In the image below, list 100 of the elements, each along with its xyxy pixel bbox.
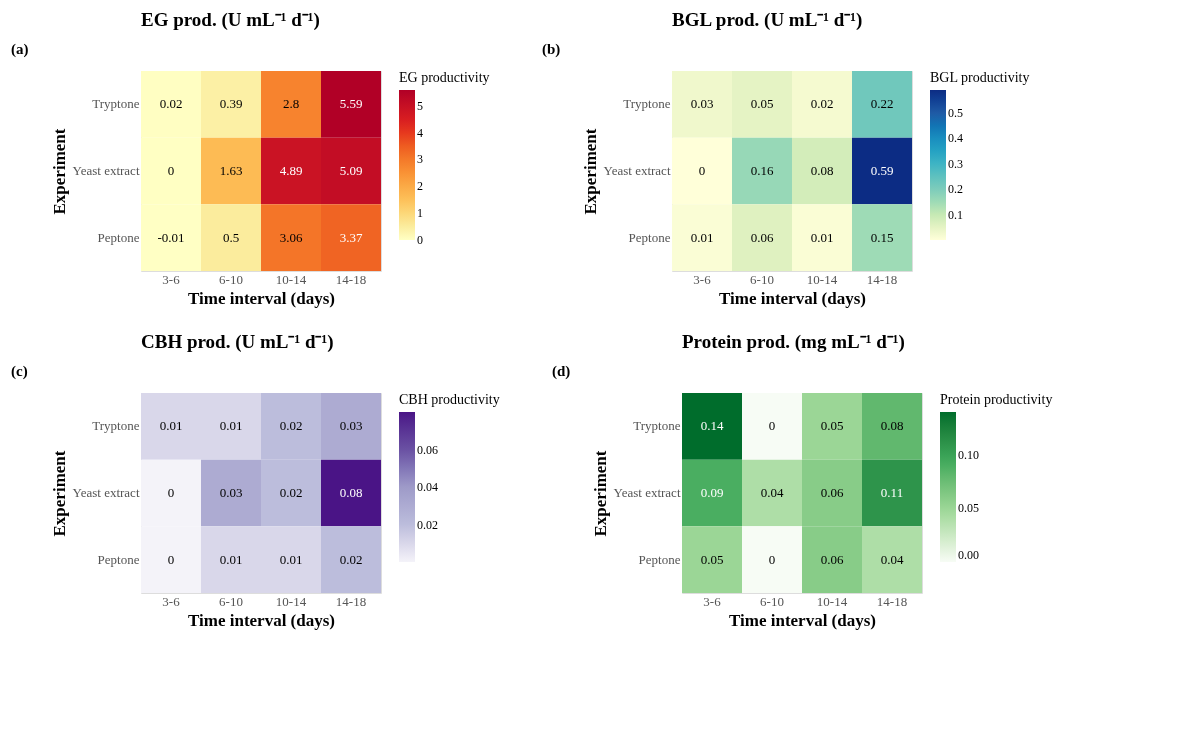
data-label: 0.5 — [222, 229, 240, 245]
data-label: 0 — [768, 418, 776, 434]
y-tick-label: Tryptone — [623, 96, 671, 112]
data-label: 0 — [167, 163, 175, 178]
color-bar-label: 0.05 — [958, 501, 979, 516]
color-bar-label: 0.02 — [417, 517, 438, 532]
y-axis-title: Experiment — [49, 450, 69, 537]
x-tick-label: 14-18 — [335, 593, 367, 609]
x-tick-label: 14-18 — [335, 271, 367, 287]
data-label: 0.06 — [820, 485, 844, 500]
y-tick-label: Yeast extract — [603, 163, 671, 178]
data-label: 0 — [167, 551, 175, 567]
color-bar-label: 0.1 — [948, 207, 963, 222]
data-label: 0.22 — [870, 96, 894, 112]
data-label: 0.03 — [339, 418, 363, 434]
color-bar-label: 4 — [417, 125, 423, 140]
color-bar-label: 0.5 — [948, 105, 963, 120]
text: (b) — [542, 41, 561, 58]
color-bar-title: CBH productivity — [399, 392, 500, 407]
data-label: 0.05 — [700, 551, 724, 567]
color-bar-title: Protein productivity — [940, 392, 1053, 407]
color-bar-label: 0.3 — [948, 156, 963, 171]
color-bar-label: 0.10 — [958, 447, 979, 462]
color-bar-label: 0.04 — [417, 480, 438, 494]
text: (d) — [552, 363, 571, 380]
data-label: 0.05 — [750, 96, 774, 112]
color-bar-label: 2 — [417, 179, 423, 194]
x-axis-title: Time interval (days) — [728, 610, 877, 630]
data-label: 0.59 — [870, 163, 894, 178]
color-bar-label: 1 — [417, 205, 423, 220]
data-label: 0.08 — [880, 418, 904, 434]
data-label: 3.06 — [279, 229, 303, 245]
data-label: 0 — [768, 551, 776, 567]
x-tick-label: 10-14 — [816, 593, 848, 609]
data-label: 0 — [167, 485, 175, 500]
y-tick-label: Yeast extract — [613, 485, 681, 500]
data-label: 5.09 — [339, 163, 363, 178]
chart-title: Protein prod. (mg mL⁻¹ d⁻¹) — [682, 331, 905, 353]
x-tick-label: 10-14 — [275, 271, 307, 287]
data-label: 0.02 — [159, 96, 183, 112]
color-bar-title: BGL productivity — [930, 70, 1030, 85]
data-label: 3.37 — [339, 229, 363, 245]
x-tick-label: 3-6 — [693, 271, 712, 287]
data-label: 0.01 — [279, 551, 303, 567]
x-tick-label: 14-18 — [866, 271, 898, 287]
data-label: 0.02 — [810, 96, 834, 112]
data-label: 0.01 — [159, 418, 183, 434]
y-axis-title: Experiment — [49, 128, 69, 215]
y-axis-title: Experiment — [580, 128, 600, 215]
color-bar-label: 0.2 — [948, 182, 963, 197]
x-tick-label: 3-6 — [162, 271, 181, 287]
data-label: 0.02 — [339, 551, 363, 567]
data-label: 0.03 — [690, 96, 714, 112]
data-label: 0.04 — [760, 485, 784, 500]
data-label: 0.01 — [690, 229, 714, 245]
x-axis-title: Time interval (days) — [718, 288, 867, 308]
x-tick-label: 6-10 — [750, 271, 774, 287]
data-label: 0.02 — [279, 418, 303, 434]
data-label: 1.63 — [219, 163, 243, 178]
data-label: 0.08 — [339, 485, 363, 500]
chart-title: CBH prod. (U mL⁻¹ d⁻¹) — [141, 331, 334, 353]
y-tick-label: Peptone — [638, 551, 681, 567]
x-axis-title: Time interval (days) — [187, 288, 336, 308]
y-tick-label: Peptone — [97, 551, 140, 567]
y-tick-label: Tryptone — [633, 418, 681, 434]
color-bar-label: 0.06 — [417, 442, 438, 457]
data-label: -0.01 — [157, 229, 185, 245]
data-label: 0.16 — [750, 163, 774, 178]
data-label: 0.09 — [700, 485, 724, 500]
y-tick-label: Yeast extract — [72, 163, 140, 178]
x-tick-label: 6-10 — [219, 593, 243, 609]
data-label: 0.11 — [880, 485, 904, 500]
text: (a) — [11, 41, 29, 58]
data-label: 0 — [698, 163, 706, 178]
color-bar-label: 5 — [417, 98, 423, 113]
color-bar-title: EG productivity — [399, 70, 490, 85]
data-label: 2.8 — [282, 96, 300, 112]
x-tick-label: 6-10 — [760, 593, 784, 609]
data-label: 0.01 — [219, 418, 243, 434]
chart-title: EG prod. (U mL⁻¹ d⁻¹) — [141, 9, 320, 31]
x-tick-label: 3-6 — [703, 593, 722, 609]
data-label: 0.01 — [810, 229, 834, 245]
data-label: 0.06 — [820, 551, 844, 567]
color-bar-label: 0.00 — [958, 548, 979, 562]
data-label: 0.01 — [219, 551, 243, 567]
y-tick-label: Peptone — [628, 229, 671, 245]
y-tick-label: Yeast extract — [72, 485, 140, 500]
y-axis-title: Experiment — [590, 450, 610, 537]
x-axis-title: Time interval (days) — [187, 610, 336, 630]
x-tick-label: 6-10 — [219, 271, 243, 287]
data-label: 0.15 — [870, 229, 894, 245]
data-label: 0.39 — [219, 96, 243, 112]
data-label: 5.59 — [339, 96, 363, 112]
color-bar-label: 3 — [417, 152, 423, 167]
data-label: 0.08 — [810, 163, 834, 178]
data-label: 0.06 — [750, 229, 774, 245]
data-label: 0.04 — [880, 551, 904, 567]
y-tick-label: Tryptone — [92, 418, 140, 434]
text: (c) — [11, 363, 28, 380]
data-label: 4.89 — [279, 163, 303, 178]
